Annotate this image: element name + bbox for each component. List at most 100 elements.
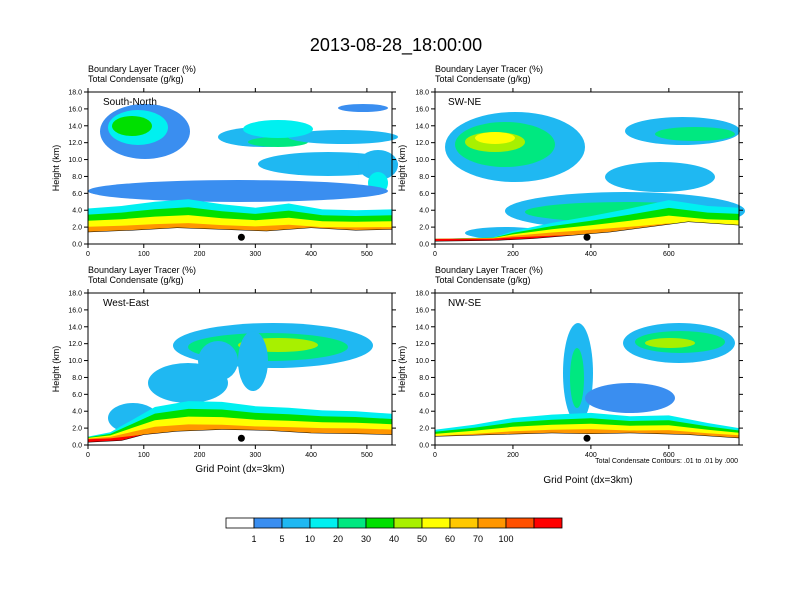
- y-tick-label: 2.0: [419, 225, 429, 232]
- y-tick-label: 18.0: [68, 291, 82, 298]
- y-tick-label: 8.0: [72, 375, 82, 382]
- y-tick-label: 0.0: [419, 242, 429, 249]
- x-tick-label: 200: [194, 251, 206, 258]
- x-tick-label: 0: [433, 452, 437, 459]
- colorbar-swatch: [393, 517, 423, 529]
- plot-area: 0.0 2.0 4.0 6.0 8.0 10.0 12.0 14.0 16.0 18.0 0 100 2…: [68, 88, 398, 258]
- panel-subtitle-2: Total Condensate (g/kg): [88, 275, 184, 285]
- colorbar-label: 40: [389, 534, 399, 544]
- x-axis-label: Grid Point (dx=3km): [543, 475, 632, 486]
- colorbar-swatch: [309, 517, 339, 529]
- location-marker: [583, 233, 591, 241]
- plot-frame: [434, 292, 740, 446]
- tracer-cloud-blob: [570, 348, 584, 408]
- x-tick-label: 600: [663, 251, 675, 258]
- y-tick-label: 14.0: [415, 324, 429, 331]
- tracer-cloud-blob: [88, 180, 388, 202]
- x-tick-label: 200: [507, 452, 519, 459]
- tracer-cloud-blob: [338, 104, 388, 112]
- y-tick-label: 4.0: [419, 409, 429, 416]
- y-tick-label: 0.0: [72, 443, 82, 450]
- x-tick-label: 500: [361, 452, 373, 459]
- colorbar: 1 5 10 20 30 40 50 60 70 100: [225, 517, 563, 544]
- x-tick-label: 200: [194, 452, 206, 459]
- colorbar-label: 70: [473, 534, 483, 544]
- x-tick-label: 0: [433, 251, 437, 258]
- colorbar-swatch: [421, 517, 451, 529]
- x-tick-label: 400: [305, 452, 317, 459]
- y-tick-label: 2.0: [72, 426, 82, 433]
- y-tick-label: 10.0: [415, 358, 429, 365]
- x-tick-label: 500: [361, 251, 373, 258]
- panel-subtitle-1: Boundary Layer Tracer (%): [88, 64, 196, 74]
- location-marker: [583, 434, 591, 442]
- tracer-cloud-blob: [585, 383, 675, 413]
- colorbar-label: 5: [279, 534, 284, 544]
- y-tick-label: 10.0: [68, 358, 82, 365]
- tracer-cloud-blob: [288, 130, 398, 144]
- colorbar-swatch: [281, 517, 311, 529]
- colorbar-label: 10: [305, 534, 315, 544]
- tracer-cloud-blob: [358, 150, 398, 180]
- panel-sw-ne: Boundary Layer Tracer (%) Total Condensa…: [397, 64, 745, 258]
- plot-frame: [87, 91, 393, 245]
- y-tick-label: 6.0: [72, 191, 82, 198]
- x-tick-label: 400: [585, 452, 597, 459]
- y-tick-label: 8.0: [419, 174, 429, 181]
- y-tick-label: 14.0: [68, 324, 82, 331]
- plot-area: 0.0 2.0 4.0 6.0 8.0 10.0 12.0 14.0 16.0 18.0 0 200 4…: [415, 88, 745, 258]
- x-tick-label: 100: [138, 452, 150, 459]
- y-tick-label: 4.0: [419, 208, 429, 215]
- tracer-cloud-blob: [655, 127, 735, 141]
- plot-area: 0.0 2.0 4.0 6.0 8.0 10.0 12.0 14.0 16.0 18.0 0 200 4…: [415, 289, 743, 459]
- y-axis-label: Height (km): [397, 145, 407, 192]
- colorbar-label: 30: [361, 534, 371, 544]
- y-tick-label: 16.0: [68, 307, 82, 314]
- y-tick-label: 8.0: [72, 174, 82, 181]
- colorbar-swatch: [253, 517, 283, 529]
- panel-west-east: Boundary Layer Tracer (%) Total Condensa…: [51, 265, 396, 475]
- y-tick-label: 4.0: [72, 208, 82, 215]
- x-tick-label: 300: [249, 452, 261, 459]
- terrain-fill: [435, 222, 739, 244]
- colorbar-swatch: [449, 517, 479, 529]
- terrain-line: [87, 227, 393, 233]
- colorbar-swatch: [337, 517, 367, 529]
- panel-label: NW-SE: [448, 298, 481, 309]
- y-tick-label: 18.0: [415, 291, 429, 298]
- y-tick-label: 16.0: [415, 106, 429, 113]
- x-axis-label: Grid Point (dx=3km): [195, 464, 284, 475]
- y-axis-label: Height (km): [51, 145, 61, 192]
- y-tick-label: 6.0: [72, 392, 82, 399]
- y-tick-label: 4.0: [72, 409, 82, 416]
- panel-label: West-East: [103, 298, 149, 309]
- tracer-cloud-blob: [605, 162, 715, 192]
- panel-subtitle-2: Total Condensate (g/kg): [435, 74, 531, 84]
- tracer-cloud-blob: [645, 338, 695, 348]
- y-tick-label: 10.0: [415, 157, 429, 164]
- y-tick-label: 2.0: [72, 225, 82, 232]
- panel-subtitle-1: Boundary Layer Tracer (%): [88, 265, 196, 275]
- colorbar-swatch: [477, 517, 507, 529]
- tracer-cloud-blob: [238, 331, 268, 391]
- y-tick-label: 18.0: [68, 90, 82, 97]
- y-tick-label: 14.0: [68, 123, 82, 130]
- tracer-cloud-blob: [475, 132, 515, 144]
- y-tick-label: 6.0: [419, 191, 429, 198]
- plot-frame: [434, 91, 740, 245]
- panel-south-north: Boundary Layer Tracer (%) Total Condensa…: [51, 64, 398, 258]
- panel-label: South-North: [103, 97, 157, 108]
- colorbar-label: 100: [498, 534, 513, 544]
- y-tick-label: 0.0: [419, 443, 429, 450]
- y-tick-label: 6.0: [419, 392, 429, 399]
- plot-frame: [87, 292, 393, 446]
- panel-subtitle-2: Total Condensate (g/kg): [435, 275, 531, 285]
- y-axis-label: Height (km): [397, 346, 407, 393]
- x-tick-label: 100: [138, 251, 150, 258]
- y-tick-label: 18.0: [415, 90, 429, 97]
- tracer-cloud-blob: [112, 116, 152, 136]
- y-tick-label: 16.0: [68, 106, 82, 113]
- x-tick-label: 400: [305, 251, 317, 258]
- panel-nw-se: Boundary Layer Tracer (%) Total Condensa…: [397, 265, 743, 486]
